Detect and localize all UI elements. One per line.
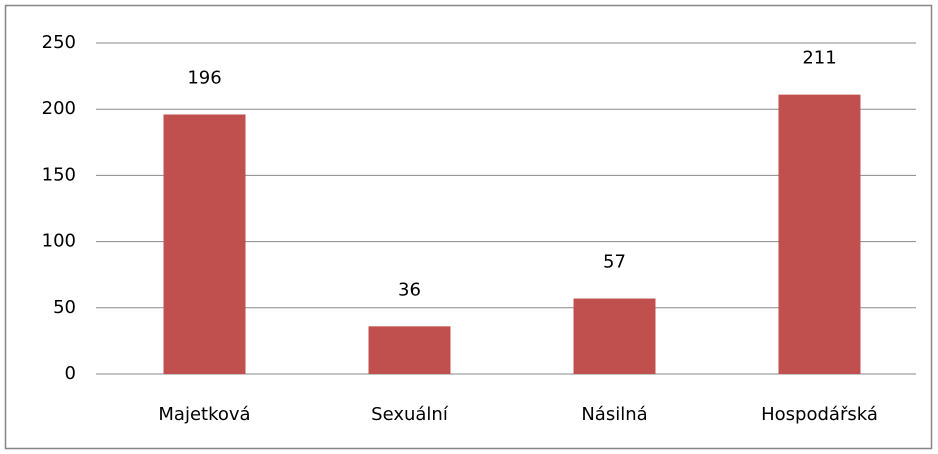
x-tick-label: Sexuální: [371, 404, 449, 425]
x-tick-label: Majetková: [158, 404, 250, 425]
data-label: 211: [802, 48, 836, 69]
bar: [573, 298, 656, 374]
bar: [778, 94, 861, 375]
chart-border: [4, 4, 933, 450]
y-tick-label: 50: [53, 297, 76, 318]
y-tick-label: 250: [42, 32, 76, 53]
bar: [368, 326, 451, 374]
y-tick-label: 100: [42, 231, 76, 252]
data-label: 196: [187, 67, 221, 88]
data-label: 57: [603, 252, 626, 273]
bar: [163, 114, 246, 374]
x-tick-label: Násilná: [581, 404, 647, 425]
x-tick-label: Hospodářská: [761, 404, 878, 425]
data-label: 36: [398, 279, 421, 300]
y-tick-label: 0: [65, 363, 76, 384]
y-tick-label: 150: [42, 164, 76, 185]
y-tick-label: 200: [42, 98, 76, 119]
